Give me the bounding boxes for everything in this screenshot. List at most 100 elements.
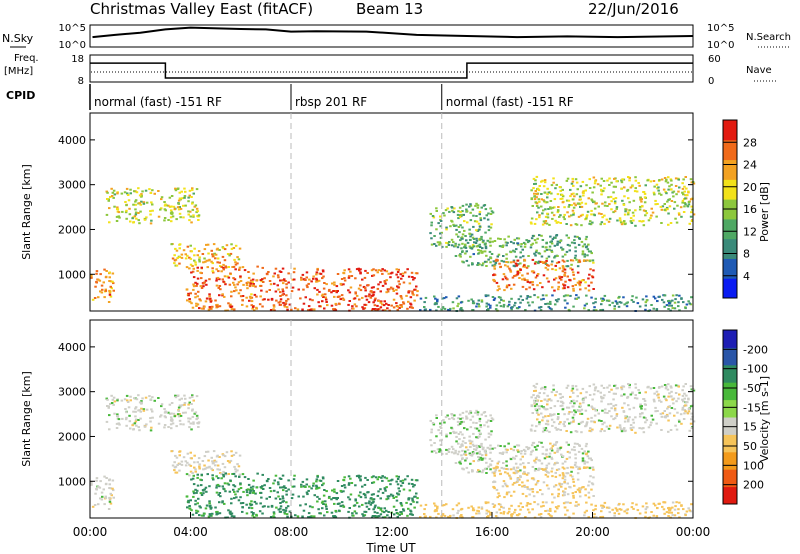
echo-cell <box>509 261 513 264</box>
echo-cell <box>568 244 571 247</box>
echo-cell <box>672 195 675 198</box>
echo-cell <box>516 477 519 480</box>
echo-cell <box>102 281 105 284</box>
echo-cell <box>654 504 657 507</box>
echo-cell <box>473 241 476 244</box>
echo-cell <box>534 483 538 486</box>
echo-cell <box>575 181 579 184</box>
colorbar-cell <box>723 179 737 200</box>
echo-cell <box>469 219 473 222</box>
echo-cell <box>364 510 368 513</box>
echo-cell <box>145 216 148 219</box>
echo-cell <box>364 287 367 290</box>
echo-cell <box>207 259 210 262</box>
echo-cell <box>600 510 603 513</box>
echo-cell <box>184 464 188 467</box>
echo-cell <box>603 411 607 414</box>
echo-cell <box>661 412 665 415</box>
echo-cell <box>674 392 678 394</box>
nsky-tick-bottom: 10^0 <box>59 40 86 51</box>
echo-cell <box>570 421 573 424</box>
echo-cell <box>517 505 521 508</box>
echo-cell <box>494 466 498 469</box>
echo-cell <box>396 305 400 308</box>
echo-cell <box>665 413 669 416</box>
echo-cell <box>577 450 581 453</box>
echo-cell <box>367 284 370 287</box>
echo-cell <box>196 266 199 269</box>
echo-cell <box>301 273 305 276</box>
echo-cell <box>281 497 285 500</box>
echo-cell <box>494 515 498 518</box>
echo-cell <box>472 445 476 447</box>
echo-cell <box>561 265 565 268</box>
echo-cell <box>624 415 627 418</box>
echo-cell <box>688 509 691 512</box>
echo-cell <box>627 420 630 423</box>
echo-cell <box>305 483 308 486</box>
echo-cell <box>188 189 192 192</box>
echo-cell <box>652 180 656 182</box>
echo-cell <box>545 294 548 297</box>
echo-cell <box>578 487 581 490</box>
echo-cell <box>493 263 497 266</box>
echo-cell <box>379 290 382 293</box>
echo-cell <box>660 208 664 211</box>
echo-cell <box>333 281 336 284</box>
echo-cell <box>145 423 148 426</box>
echo-cell <box>627 404 630 407</box>
echo-cell <box>319 479 323 482</box>
echo-cell <box>527 472 530 475</box>
echo-cell <box>191 472 194 474</box>
echo-cell <box>372 268 375 271</box>
echo-cell <box>623 220 626 223</box>
echo-cell <box>221 278 224 281</box>
echo-cell <box>167 411 170 414</box>
echo-cell <box>547 208 550 210</box>
echo-cell <box>419 504 423 507</box>
echo-cell <box>478 445 482 448</box>
echo-cell <box>333 502 336 505</box>
echo-cell <box>653 400 656 403</box>
echo-cell <box>90 483 93 486</box>
echo-cell <box>415 492 418 495</box>
echo-cell <box>585 215 588 218</box>
echo-cell <box>325 298 328 301</box>
echo-cell <box>353 510 357 513</box>
echo-cell <box>347 483 351 486</box>
echo-cell <box>667 515 670 517</box>
echo-cell <box>176 257 179 259</box>
echo-cell <box>382 304 386 307</box>
echo-cell <box>553 206 556 209</box>
echo-cell <box>587 243 590 246</box>
echo-cell <box>281 267 285 270</box>
echo-cell <box>372 301 375 304</box>
echo-cell <box>537 405 540 408</box>
echo-cell <box>554 510 557 513</box>
echo-cell <box>628 416 631 419</box>
echo-cell <box>336 296 340 298</box>
echo-cell <box>603 429 606 432</box>
echo-cell <box>95 281 98 284</box>
colorbar-cell <box>723 139 737 161</box>
echo-cell <box>573 235 577 238</box>
echo-cell <box>423 513 426 515</box>
echo-cell <box>479 426 483 429</box>
echo-cell <box>439 218 442 221</box>
echo-cell <box>349 477 352 480</box>
echo-cell <box>489 257 493 260</box>
echo-cell <box>505 261 508 263</box>
echo-cell <box>283 305 287 308</box>
echo-cell <box>567 199 571 202</box>
echo-cell <box>358 476 361 479</box>
echo-cell <box>533 390 536 392</box>
echo-cell <box>464 459 467 462</box>
echo-cell <box>549 407 553 409</box>
echo-cell <box>559 429 562 431</box>
echo-cell <box>635 397 639 400</box>
echo-cell <box>521 455 524 458</box>
echo-cell <box>413 484 416 487</box>
echo-cell <box>553 244 557 247</box>
echo-cell <box>236 262 239 265</box>
echo-cell <box>553 496 556 499</box>
